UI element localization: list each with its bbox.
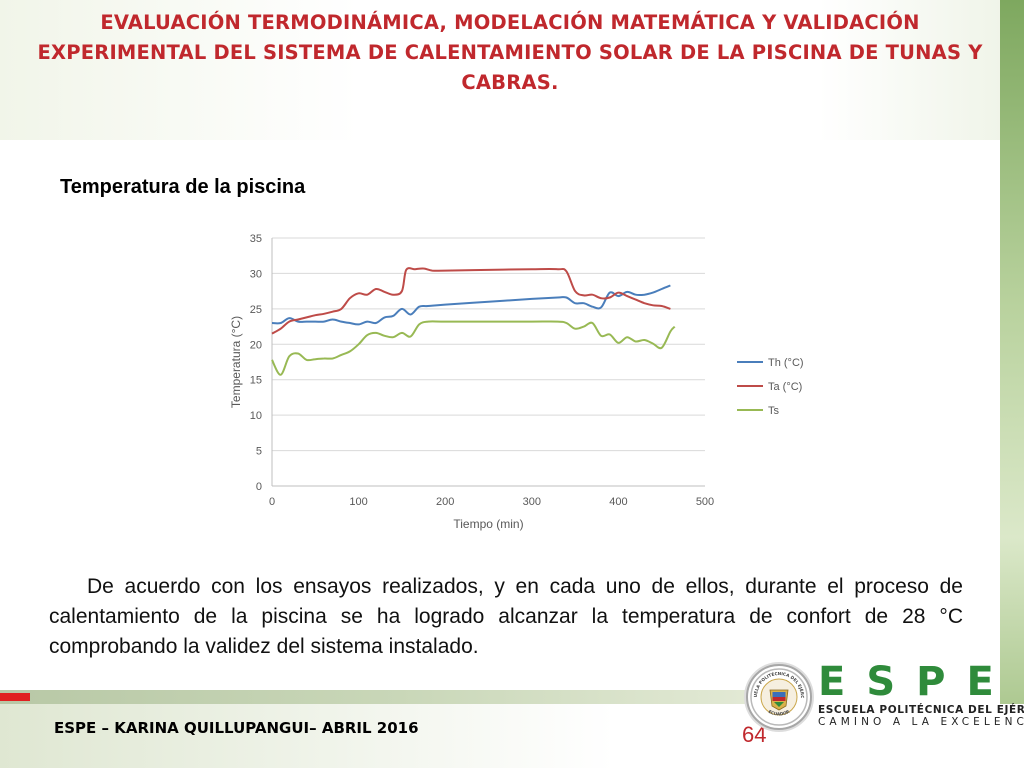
slide-title: EVALUACIÓN TERMODINÁMICA, MODELACIÓN MAT…: [20, 8, 1000, 98]
header-background: [0, 0, 1024, 140]
footer-accent: [0, 693, 30, 701]
y-tick-label: 30: [250, 268, 262, 280]
x-tick-label: 200: [436, 496, 454, 508]
footer-band: [0, 690, 800, 704]
body-paragraph: De acuerdo con los ensayos realizados, y…: [49, 575, 963, 658]
y-tick-label: 0: [256, 481, 262, 493]
y-tick-label: 10: [250, 410, 262, 422]
x-tick-label: 400: [609, 496, 627, 508]
y-tick-label: 20: [250, 339, 262, 351]
slide-title-line: EVALUACIÓN TERMODINÁMICA, MODELACIÓN MAT…: [100, 11, 920, 34]
espe-seal-logo: ESCUELA POLITÉCNICA DEL EJÉRCITO ECUADOR: [746, 662, 812, 730]
x-tick-label: 500: [696, 496, 714, 508]
logo-institution-name: ESCUELA POLITÉCNICA DEL EJÉRCITO: [818, 704, 1024, 716]
series-line: [271, 320, 676, 376]
series-line: [271, 284, 671, 326]
svg-text:ECUADOR: ECUADOR: [768, 708, 791, 716]
x-tick-label: 300: [523, 496, 541, 508]
espe-logo: ESPE ESCUELA POLITÉCNICA DEL EJÉRCITO CA…: [818, 659, 1024, 728]
logo-motto: CAMINO A LA EXCELENCIA: [818, 716, 1024, 728]
legend-label: Ta (°C): [768, 381, 802, 393]
seal-graphic: ESCUELA POLITÉCNICA DEL EJÉRCITO ECUADOR: [746, 662, 808, 726]
decorative-edge: [1000, 0, 1024, 768]
slide-title-line: EXPERIMENTAL DEL SISTEMA DE CALENTAMIENT…: [37, 41, 983, 64]
section-heading: Temperatura de la piscina: [60, 176, 306, 198]
footer-text: ESPE – KARINA QUILLUPANGUI– ABRIL 2016: [54, 719, 419, 737]
y-tick-label: 15: [250, 375, 262, 387]
y-axis-title: Temperatura (°C): [229, 316, 243, 408]
x-tick-label: 0: [269, 496, 275, 508]
logo-letters: ESPE: [818, 659, 1015, 705]
series-line: [271, 267, 671, 335]
footer-background: [0, 704, 1024, 768]
y-tick-label: 5: [256, 446, 262, 458]
legend-label: Th (°C): [768, 357, 804, 369]
x-axis-title: Tiempo (min): [453, 517, 523, 531]
legend-label: Ts: [768, 405, 780, 417]
slide-title-line: CABRAS.: [461, 71, 559, 94]
y-tick-label: 35: [250, 233, 262, 245]
x-tick-label: 100: [349, 496, 367, 508]
y-tick-label: 25: [250, 304, 262, 316]
